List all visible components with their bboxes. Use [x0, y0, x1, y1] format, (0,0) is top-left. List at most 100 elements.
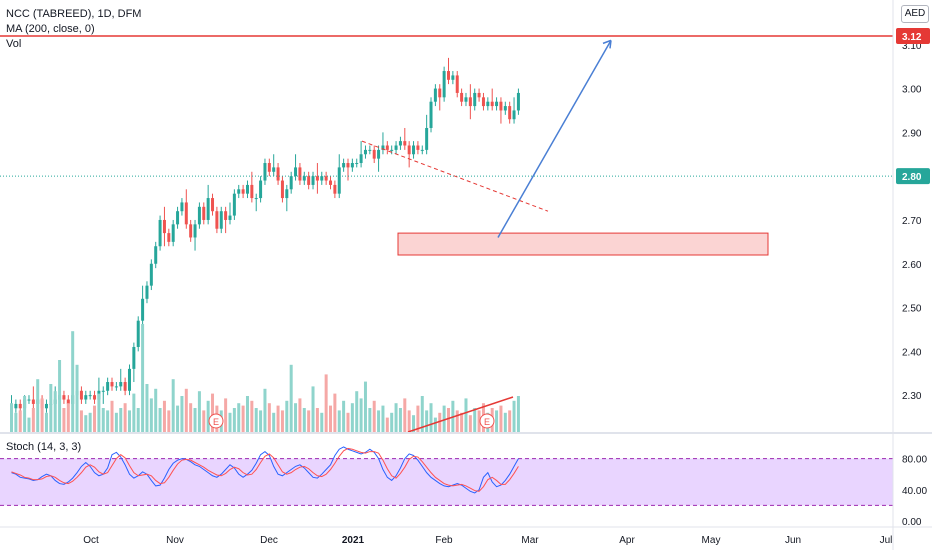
candle-body	[167, 233, 171, 242]
candle-body	[149, 263, 153, 286]
volume-bar	[228, 412, 232, 432]
volume-bar	[224, 398, 228, 432]
volume-bar	[88, 412, 92, 432]
volume-bar	[499, 405, 503, 432]
volume-pane	[10, 324, 520, 432]
time-tick-label: Jul	[880, 535, 893, 546]
candle-body	[289, 176, 293, 190]
candle-body	[171, 224, 175, 242]
stochastic-pane[interactable]	[0, 446, 893, 506]
volume-bar	[10, 403, 13, 432]
volume-bar	[171, 379, 175, 432]
currency-badge[interactable]: AED	[901, 5, 929, 23]
volume-bar	[355, 391, 359, 432]
volume-bar	[272, 412, 276, 432]
candle-body	[346, 163, 350, 168]
volume-bar	[97, 393, 101, 432]
stoch-tick-label: 0.00	[902, 517, 922, 528]
price-tick-label: 2.50	[902, 304, 922, 315]
time-axis[interactable]: Oct Nov Dec 2021 Feb Mar Apr May Jun Jul	[83, 535, 892, 546]
candle-body	[403, 141, 407, 146]
candle-body	[503, 106, 507, 111]
candle-body	[254, 198, 258, 200]
price-axis[interactable]: 3.103.002.902.802.702.602.502.402.302.80…	[896, 28, 930, 528]
volume-bar	[14, 412, 18, 432]
candle-body	[202, 206, 206, 220]
volume-bar	[477, 410, 481, 432]
candle-body	[307, 176, 311, 185]
volume-bar	[110, 400, 114, 432]
volume-bar	[512, 400, 516, 432]
volume-bar	[390, 412, 394, 432]
volume-bar	[44, 412, 48, 432]
candle-body	[368, 149, 372, 151]
candle-body	[398, 141, 402, 146]
candle-body	[127, 368, 131, 391]
volume-bar	[508, 410, 512, 432]
candle-body	[495, 101, 499, 107]
candle-body	[298, 167, 302, 181]
volume-legend[interactable]: Vol	[6, 38, 22, 50]
candle-body	[280, 180, 284, 199]
volume-bar	[368, 408, 372, 432]
candle-body	[66, 399, 70, 404]
candle-body	[416, 145, 420, 150]
candle-body	[468, 97, 472, 107]
volume-bar	[66, 403, 70, 432]
candle-body	[329, 180, 333, 185]
volume-bar	[245, 396, 249, 432]
candle-body	[315, 176, 319, 181]
volume-bar	[180, 396, 184, 432]
volume-bar	[333, 393, 337, 432]
volume-bar	[241, 405, 245, 432]
candle-body	[412, 145, 416, 155]
earnings-marker	[479, 413, 495, 429]
volume-bar	[114, 412, 118, 432]
volume-bar	[75, 364, 79, 432]
candle-body	[508, 106, 512, 120]
symbol-title[interactable]: NCC (TABREED), 1D, DFM	[6, 8, 142, 20]
candle-body	[460, 92, 464, 102]
volume-bar	[136, 408, 140, 432]
stoch-legend[interactable]: Stoch (14, 3, 3)	[6, 441, 82, 453]
earnings-marker-label: E	[213, 417, 219, 427]
volume-bar	[84, 415, 88, 432]
candle-body	[433, 88, 437, 102]
price-tick-label: 2.60	[902, 260, 922, 271]
candle-body	[377, 149, 381, 159]
candle-body	[84, 395, 88, 400]
time-tick-label: Mar	[521, 535, 539, 546]
volume-bar	[127, 410, 131, 432]
volume-bar	[197, 391, 201, 432]
time-tick-label: Oct	[83, 535, 99, 546]
volume-bar	[329, 405, 333, 432]
volume-bar	[158, 408, 162, 432]
ma-legend[interactable]: MA (200, close, 0)	[6, 23, 95, 35]
candle-body	[447, 71, 450, 80]
volume-bar	[211, 393, 215, 432]
candle-body	[263, 163, 267, 181]
candle-body	[232, 193, 236, 216]
candle-body	[333, 184, 337, 194]
volume-bar	[495, 410, 499, 432]
price-tick-label: 2.40	[902, 347, 922, 358]
volume-bar	[342, 400, 346, 432]
candle-body	[473, 92, 477, 107]
candle-body	[420, 149, 424, 151]
volume-bar	[79, 410, 83, 432]
price-tick-label: 2.30	[902, 391, 922, 402]
volume-bar	[460, 412, 464, 432]
volume-bar	[372, 400, 376, 432]
candle-body	[390, 149, 394, 151]
candle-body	[184, 202, 188, 225]
volume-bar	[162, 400, 166, 432]
candle-body	[259, 180, 263, 199]
candle-body	[180, 202, 184, 212]
candle-body	[272, 167, 276, 172]
candle-body	[442, 71, 446, 98]
candle-body	[477, 92, 481, 98]
candle-body	[337, 167, 341, 194]
candle-body	[136, 320, 140, 347]
